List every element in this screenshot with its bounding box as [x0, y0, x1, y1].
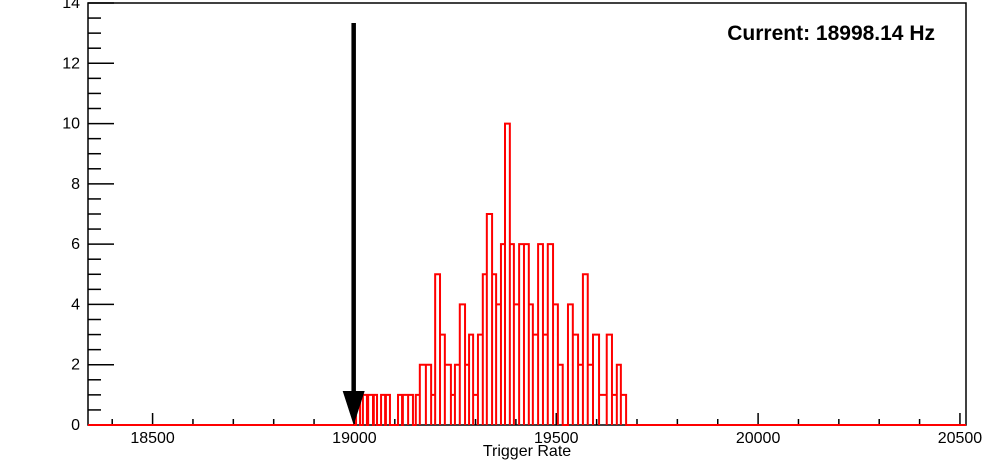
- y-tick-label: 4: [71, 296, 80, 313]
- y-tick-label: 10: [62, 116, 80, 133]
- current-marker-arrow: [342, 23, 365, 425]
- arrow-head-icon: [342, 391, 365, 425]
- x-tick-label: 19000: [332, 430, 377, 447]
- y-tick-label: 2: [71, 357, 80, 374]
- y-tick-label: 12: [62, 55, 80, 72]
- x-tick-label: 20000: [736, 430, 781, 447]
- histogram-line: [88, 122, 966, 426]
- y-tick-label: 8: [71, 176, 80, 193]
- x-tick-label: 18500: [130, 430, 175, 447]
- y-axis-tick-labels: 0 2 4 6 8 10 12 14: [62, 0, 80, 434]
- y-tick-label: 0: [71, 417, 80, 434]
- x-tick-label: 20500: [938, 430, 983, 447]
- plot-frame: [87, 2, 967, 426]
- y-tick-label: 14: [62, 0, 80, 12]
- x-axis-tick-labels: 18500 19000 19500 20000 20500: [130, 430, 982, 447]
- current-value-label: Current: 18998.14 Hz: [727, 22, 935, 45]
- x-axis-title: Trigger Rate: [483, 443, 571, 460]
- x-tick-label: 19500: [534, 430, 579, 447]
- y-axis-ticks: [88, 2, 114, 426]
- y-tick-label: 6: [71, 236, 80, 253]
- x-axis-ticks: [111, 413, 961, 425]
